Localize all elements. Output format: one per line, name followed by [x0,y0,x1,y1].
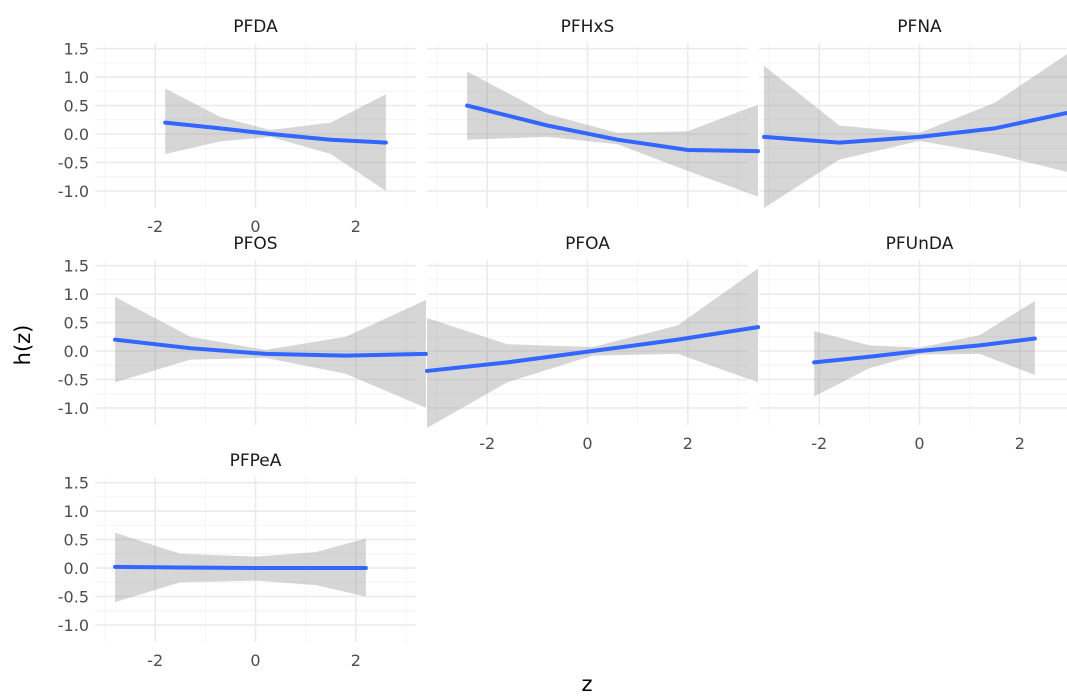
facet-pfunda: PFUnDA -2 0 2 [759,234,1067,453]
facet-panels: PFDA -1.0 -0.5 0.0 0.5 1.0 1.5 -2 0 2 PFHxS PFNA PFO… [58,17,1067,670]
y-tick-label: 1.0 [64,285,89,304]
y-tick-label: -0.5 [58,370,89,389]
y-tick-label: -1.0 [58,616,89,635]
series-line-pfna [762,110,1067,145]
y-tick-label: -1.0 [58,399,89,418]
facet-title: PFOS [233,234,277,254]
y-tick-label: 1.0 [64,502,89,521]
facet-pfna: PFNA [759,17,1067,208]
facet-pfhxs: PFHxS [427,17,761,208]
y-tick-label: -0.5 [58,153,89,172]
confidence-band [467,71,759,197]
x-tick-label: 0 [250,651,260,670]
series-line-pfoa [425,325,761,373]
y-tick-label: -1.0 [58,182,89,201]
series-line-pfda [163,120,388,145]
y-tick-label: 1.0 [64,68,89,87]
facet-title: PFHxS [561,17,615,37]
confidence-band [427,268,759,428]
x-tick-label: 2 [351,651,361,670]
confidence-band [764,54,1067,208]
facet-title: PFPeA [230,451,282,471]
facet-pfda: PFDA -1.0 -0.5 0.0 0.5 1.0 1.5 -2 0 2 [58,17,416,236]
x-tick-label: 0 [914,434,924,453]
facet-title: PFDA [233,17,278,37]
y-tick-label: 0.0 [64,559,89,578]
facet-pfpea: PFPeA -1.0 -0.5 0.0 0.5 1.0 1.5 -2 0 2 [58,451,416,670]
x-tick-label: -2 [811,434,827,453]
y-axis-title: h(z) [11,325,35,366]
x-tick-label: 0 [250,217,260,236]
facet-pfos: PFOS -1.0 -0.5 0.0 0.5 1.0 1.5 [58,234,429,425]
y-tick-label: 0.0 [64,342,89,361]
x-tick-label: 0 [582,434,592,453]
y-tick-label: 0.5 [64,97,89,116]
y-tick-label: 0.0 [64,125,89,144]
x-tick-label: -2 [147,651,163,670]
x-axis-title: z [581,672,592,696]
x-tick-label: 2 [351,217,361,236]
x-tick-label: -2 [147,217,163,236]
y-tick-label: -0.5 [58,587,89,606]
y-tick-label: 1.5 [64,40,89,59]
facet-title: PFOA [565,234,610,254]
y-tick-label: 0.5 [64,531,89,550]
series-line-pfpea [113,564,368,571]
series-line-pfunda [812,336,1037,365]
y-tick-label: 1.5 [64,257,89,276]
facet-pfoa: PFOA -2 0 2 [425,234,761,453]
y-tick-label: 1.5 [64,474,89,493]
series-line-pfhxs [465,103,761,154]
facet-title: PFNA [897,17,942,37]
x-tick-label: 2 [683,434,693,453]
x-tick-label: 2 [1015,434,1025,453]
series-line-pfos [113,337,429,358]
x-tick-label: -2 [479,434,495,453]
y-tick-label: 0.5 [64,314,89,333]
facet-title: PFUnDA [886,234,954,254]
